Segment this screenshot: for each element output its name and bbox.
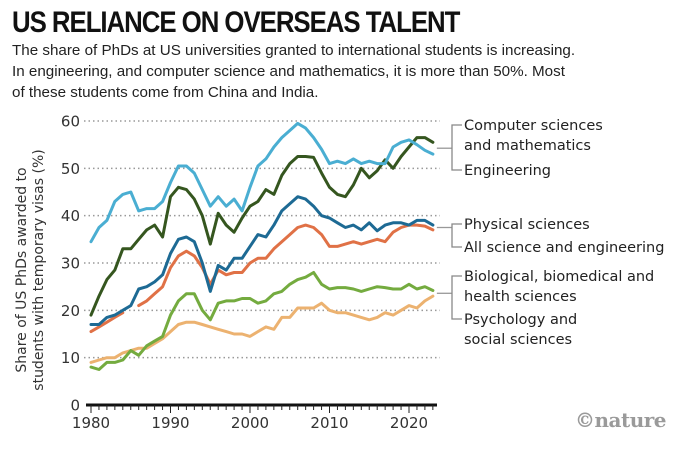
chart-subtitle: The share of PhDs at US universities gra… <box>12 40 652 103</box>
y-axis-label-line: students with temporary visas (%) <box>31 149 47 390</box>
y-axis-label-line: Share of US PhDs awarded to <box>14 167 30 372</box>
legend-label: health sciences <box>464 289 577 305</box>
legend-label: Computer sciences <box>464 118 603 134</box>
x-tick-label: 1990 <box>151 414 189 432</box>
legend-label: social sciences <box>464 332 572 348</box>
legend-label: Psychology and <box>464 312 577 328</box>
y-tick-label: 0 <box>70 397 80 415</box>
legend-bracket <box>451 124 462 171</box>
chart-title: US RELIANCE ON OVERSEAS TALENT <box>12 6 460 39</box>
series-line-computer-sciences-and-mathematics <box>89 121 435 244</box>
x-axis: 1980 1990 2000 2010 2020 <box>72 403 437 432</box>
legend-label: Biological, biomedical and <box>464 269 654 285</box>
series-lines <box>89 121 435 371</box>
x-tick-label: 2000 <box>231 414 269 432</box>
subtitle-line: The share of PhDs at US universities gra… <box>12 42 576 59</box>
legend-label: Physical sciences <box>464 217 590 233</box>
subtitle-line: of these students come from China and In… <box>12 84 319 101</box>
y-axis-label: Share of US PhDs awarded to students wit… <box>14 149 47 390</box>
x-tick-label: 2010 <box>310 414 348 432</box>
legend-bracket <box>451 275 462 320</box>
x-tick-label: 2020 <box>390 414 428 432</box>
x-tick-label: 1980 <box>72 414 110 432</box>
legend-label: All science and engineering <box>464 240 664 256</box>
series-line-biological-biomedical-and-health-sciences <box>89 271 435 371</box>
gridlines <box>84 120 440 359</box>
series-line-physical-sciences <box>89 195 435 326</box>
y-tick-label: 30 <box>61 255 80 273</box>
legend-label: and mathematics <box>464 138 591 154</box>
legend-label: Engineering <box>464 163 551 179</box>
series-line-engineering <box>89 136 435 317</box>
y-tick-label: 20 <box>61 302 80 320</box>
series-line-psychology-and-social-sciences <box>89 294 435 364</box>
subtitle-line: In engineering, and computer science and… <box>12 63 565 80</box>
nature-credit-logo: ©nature <box>574 408 667 432</box>
series-line-all-science-and-engineering <box>89 223 435 334</box>
y-tick-label: 50 <box>61 160 80 178</box>
y-axis-ticks: 0 10 20 30 40 50 60 <box>61 113 80 415</box>
y-tick-label: 60 <box>61 113 80 131</box>
y-tick-label: 10 <box>61 349 80 367</box>
y-tick-label: 40 <box>61 207 80 225</box>
legend-bracket <box>451 223 462 248</box>
legend: Computer sciences and mathematics Engineer… <box>436 118 664 348</box>
